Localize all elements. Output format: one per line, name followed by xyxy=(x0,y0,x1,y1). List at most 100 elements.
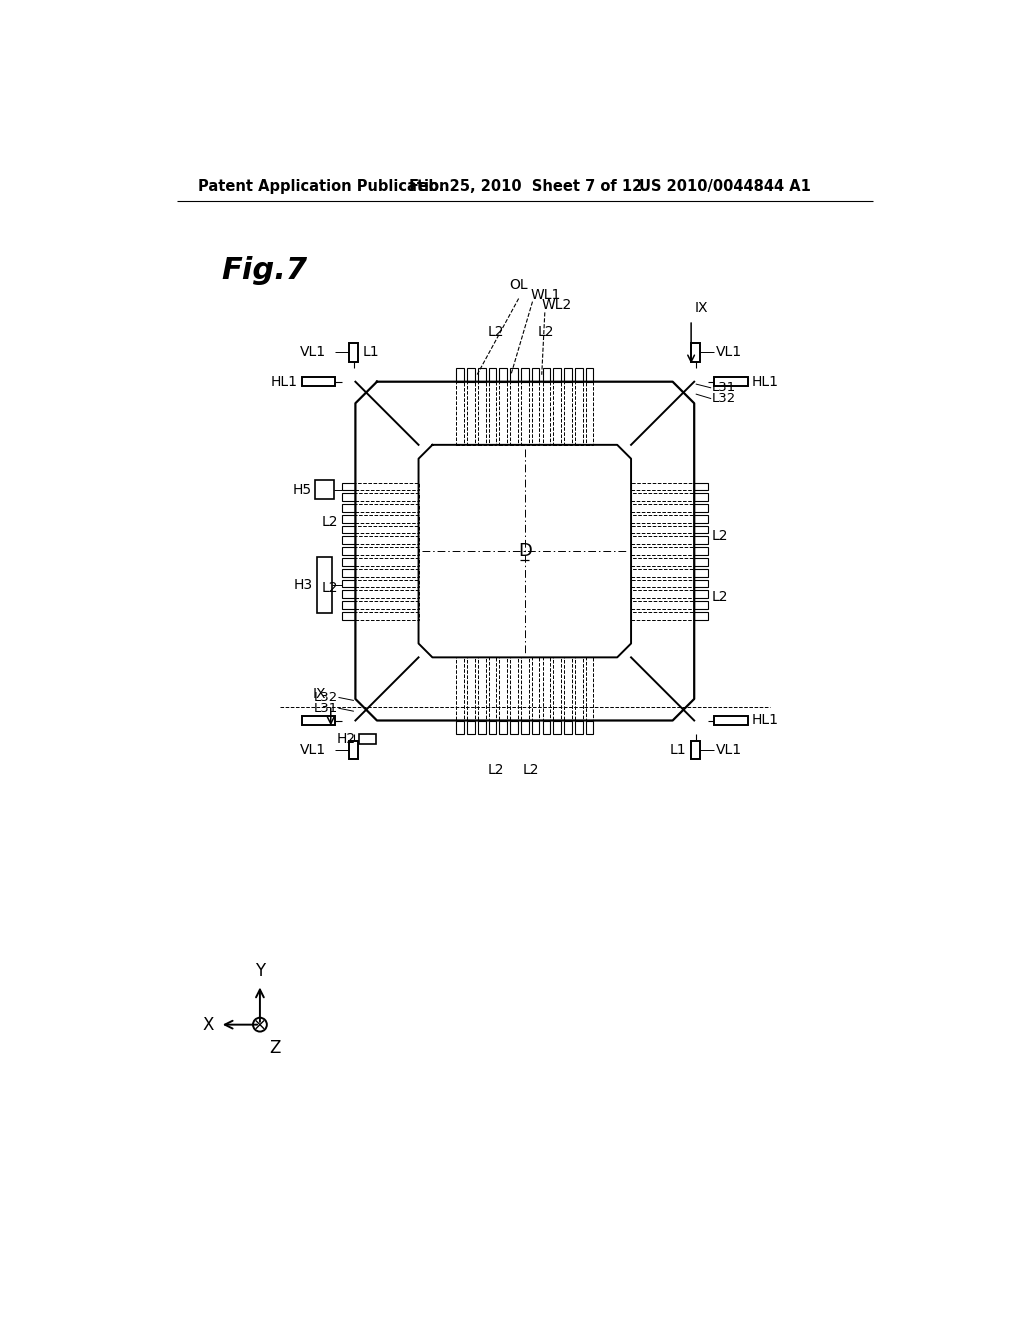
Bar xyxy=(574,368,583,381)
Bar xyxy=(531,721,540,734)
Bar xyxy=(631,536,694,544)
Bar xyxy=(631,601,694,609)
Bar xyxy=(631,548,694,554)
Bar xyxy=(553,721,561,734)
Text: L2: L2 xyxy=(522,763,540,777)
Bar xyxy=(714,378,749,387)
Bar xyxy=(355,494,419,502)
Bar xyxy=(488,657,497,721)
Bar xyxy=(301,378,336,387)
Bar xyxy=(521,381,528,445)
Bar xyxy=(349,741,358,759)
Text: Fig.7: Fig.7 xyxy=(221,256,307,285)
Text: VL1: VL1 xyxy=(716,346,741,359)
Bar xyxy=(342,536,355,544)
Text: HL1: HL1 xyxy=(752,375,779,388)
Text: L2: L2 xyxy=(712,529,728,543)
Bar xyxy=(694,536,708,544)
Text: H3: H3 xyxy=(294,578,313,591)
Bar xyxy=(694,504,708,512)
Bar xyxy=(342,504,355,512)
Text: L2: L2 xyxy=(322,515,338,529)
Bar xyxy=(631,579,694,587)
Text: L2: L2 xyxy=(487,763,504,777)
Bar xyxy=(500,657,507,721)
Bar xyxy=(355,590,419,598)
Bar xyxy=(355,579,419,587)
Text: WL1: WL1 xyxy=(530,288,560,302)
Bar xyxy=(342,525,355,533)
Bar xyxy=(694,569,708,577)
Bar xyxy=(488,368,497,381)
Bar xyxy=(531,657,540,721)
Text: L1: L1 xyxy=(670,743,686,756)
Text: IX: IX xyxy=(694,301,708,315)
Bar xyxy=(694,558,708,566)
Bar xyxy=(457,368,464,381)
Bar xyxy=(355,569,419,577)
Text: IX: IX xyxy=(312,688,326,701)
Bar xyxy=(631,515,694,523)
Bar xyxy=(574,381,583,445)
Text: VL1: VL1 xyxy=(300,346,326,359)
Bar xyxy=(564,657,571,721)
Text: VL1: VL1 xyxy=(716,743,741,756)
Bar xyxy=(355,525,419,533)
Bar xyxy=(342,569,355,577)
Text: HL1: HL1 xyxy=(270,375,298,388)
Bar xyxy=(694,612,708,619)
Bar xyxy=(564,381,571,445)
Bar xyxy=(564,368,571,381)
Text: H5: H5 xyxy=(293,483,311,496)
Bar xyxy=(467,657,475,721)
Bar xyxy=(586,657,593,721)
Bar xyxy=(342,590,355,598)
Bar xyxy=(315,480,334,499)
Bar xyxy=(574,721,583,734)
Bar xyxy=(510,368,518,381)
Text: D: D xyxy=(518,543,531,560)
Bar xyxy=(694,494,708,502)
Bar xyxy=(342,579,355,587)
Bar xyxy=(342,612,355,619)
Bar xyxy=(531,381,540,445)
Bar xyxy=(478,381,485,445)
Text: L1: L1 xyxy=(364,346,380,359)
Bar xyxy=(694,483,708,490)
Text: HL1: HL1 xyxy=(752,714,779,727)
Bar xyxy=(500,721,507,734)
Bar xyxy=(301,715,336,725)
Bar xyxy=(457,381,464,445)
Bar xyxy=(478,657,485,721)
Bar xyxy=(510,381,518,445)
Bar xyxy=(349,343,358,362)
Bar xyxy=(342,515,355,523)
Bar xyxy=(342,558,355,566)
Text: L2: L2 xyxy=(538,325,555,339)
Bar xyxy=(355,548,419,554)
Bar xyxy=(553,368,561,381)
Text: Y: Y xyxy=(255,962,265,979)
Bar xyxy=(488,721,497,734)
Bar xyxy=(564,721,571,734)
Text: Z: Z xyxy=(269,1039,281,1056)
Text: US 2010/0044844 A1: US 2010/0044844 A1 xyxy=(639,180,811,194)
Bar xyxy=(355,483,419,490)
Bar xyxy=(521,368,528,381)
Bar xyxy=(631,569,694,577)
Text: L2: L2 xyxy=(487,325,504,339)
Bar xyxy=(342,483,355,490)
Bar xyxy=(467,368,475,381)
Bar xyxy=(631,483,694,490)
Bar xyxy=(553,657,561,721)
Bar xyxy=(467,721,475,734)
Text: L32: L32 xyxy=(712,392,736,405)
Bar xyxy=(631,525,694,533)
Bar xyxy=(478,721,485,734)
Text: Patent Application Publication: Patent Application Publication xyxy=(199,180,450,194)
Bar xyxy=(543,381,550,445)
Bar xyxy=(586,368,593,381)
Bar xyxy=(543,368,550,381)
Text: Feb. 25, 2010  Sheet 7 of 12: Feb. 25, 2010 Sheet 7 of 12 xyxy=(410,180,642,194)
Bar xyxy=(691,343,700,362)
